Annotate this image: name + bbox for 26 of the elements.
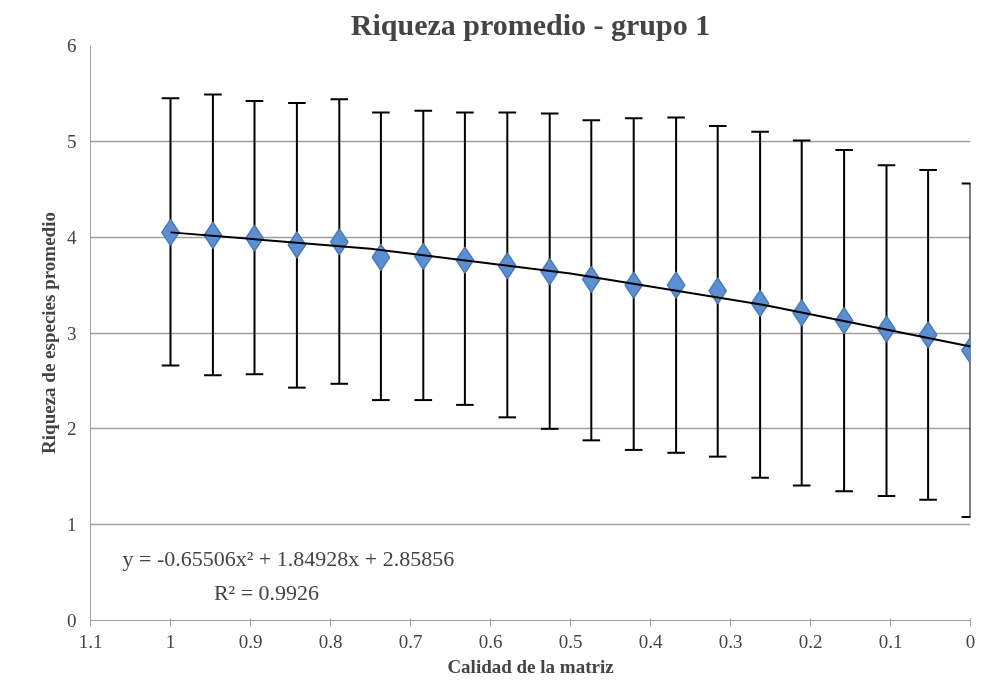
x-tick-label: 1 (165, 630, 176, 652)
x-tick-label: 1.1 (78, 630, 103, 652)
x-tick-label: 0.7 (398, 630, 423, 652)
y-tick-label: 0 (67, 610, 77, 631)
x-tick-label: 0.5 (558, 630, 583, 652)
x-tick-label: 0.3 (718, 630, 743, 652)
y-tick-label: 6 (67, 35, 77, 56)
y-tick-label: 3 (67, 322, 77, 344)
x-tick-label: 0.9 (238, 630, 263, 652)
y-tick-label: 4 (67, 226, 77, 248)
point (708, 277, 728, 305)
chart-title: Riqueza promedio - grupo 1 (350, 7, 711, 41)
x-tick-label: 0.1 (878, 630, 903, 652)
y-tick-label: 2 (67, 418, 77, 440)
y-tick-label: 5 (67, 130, 77, 152)
x-axis-title: Calidad de la matriz (447, 655, 615, 677)
annotation: R² = 0.9926 (213, 580, 320, 606)
x-tick-label: 0 (965, 630, 976, 652)
annotation: y = -0.65506x² + 1.84928x + 2.85856 (122, 545, 455, 571)
x-tick-label: 0.6 (478, 630, 503, 652)
y-tick-label: 1 (67, 514, 77, 536)
x-tick-label: 0.4 (638, 630, 663, 652)
x-tick-label: 0.2 (798, 630, 823, 652)
y-axis-title: Riqueza de especies promedio (38, 212, 59, 454)
point (666, 271, 686, 299)
x-tick-label: 0.8 (318, 630, 343, 652)
